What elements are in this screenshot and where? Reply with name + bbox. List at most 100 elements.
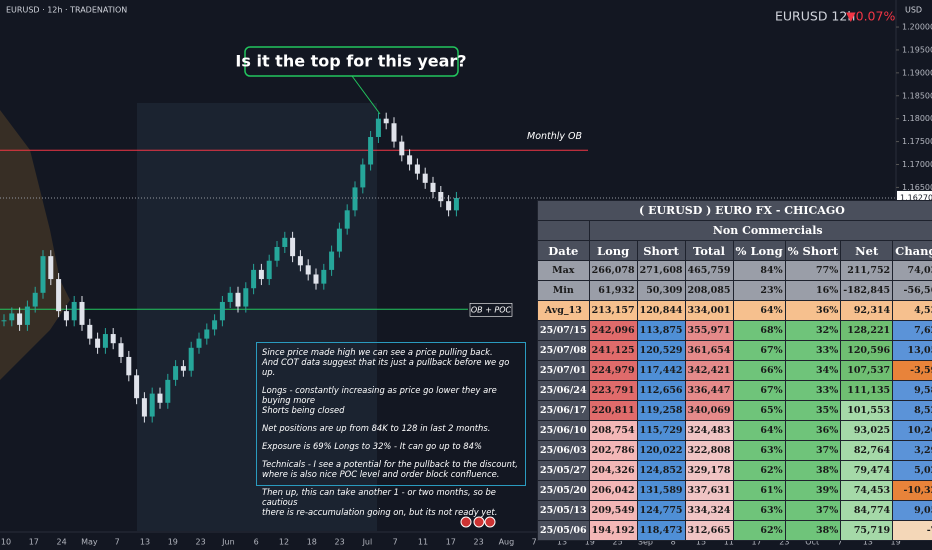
table-cell: 120,844 bbox=[636, 300, 686, 321]
table-cell: 355,971 bbox=[684, 320, 734, 341]
table-cell: 25/06/24 bbox=[537, 380, 590, 401]
candle-body bbox=[9, 313, 15, 321]
note-line: where is also nice POC level and order b… bbox=[262, 469, 500, 479]
table-cell: Date bbox=[537, 240, 590, 261]
table-cell: 342,421 bbox=[684, 360, 734, 381]
candle-body bbox=[56, 279, 62, 312]
x-tick-label: 17 bbox=[29, 538, 39, 547]
x-tick-label: 8 bbox=[671, 538, 676, 547]
candle-body bbox=[149, 393, 155, 417]
table-cell: 131,589 bbox=[636, 480, 686, 501]
table-cell: 84,774 bbox=[840, 500, 894, 521]
table-cell: Short bbox=[636, 240, 686, 261]
x-tick-label: 19 bbox=[168, 538, 178, 547]
candle-body bbox=[79, 301, 85, 325]
table-cell: 74,036 bbox=[892, 260, 932, 281]
table-cell: 33% bbox=[784, 380, 842, 401]
table-cell: 119,258 bbox=[636, 400, 686, 421]
table-row: 25/07/15 242,096 113,875 355,971 68% 32% 128,2… bbox=[537, 320, 932, 341]
callout-pointer bbox=[351, 75, 381, 115]
x-tick-label: 7 bbox=[837, 538, 842, 547]
table-cell: 361,654 bbox=[684, 340, 734, 361]
table-cell: Avg_13 bbox=[537, 300, 590, 321]
change: ▼0.07% bbox=[846, 9, 895, 24]
table-cell: 67% bbox=[732, 340, 786, 361]
table-cell: 25/05/20 bbox=[537, 480, 590, 501]
table-cell: 25/06/03 bbox=[537, 440, 590, 461]
candle-body bbox=[368, 137, 374, 165]
candle-body bbox=[110, 334, 116, 344]
table-cell: 213,157 bbox=[588, 300, 638, 321]
candle-body bbox=[102, 334, 108, 348]
table-cell: Total bbox=[684, 240, 734, 261]
candle-body bbox=[87, 324, 93, 339]
table-cell: 8,528 bbox=[892, 400, 932, 421]
x-tick-label: 6 bbox=[254, 538, 259, 547]
table-row: Max 266,078 271,608 465,759 84% 77% 211,752 74,… bbox=[537, 260, 932, 281]
level-label: OB + POC bbox=[471, 305, 512, 314]
table-cell: 120,529 bbox=[636, 340, 686, 361]
x-tick-label: 13 bbox=[140, 538, 150, 547]
table-cell: 64% bbox=[732, 300, 786, 321]
x-tick-label: 7 bbox=[115, 538, 120, 547]
candle-body bbox=[360, 164, 366, 188]
table-cell: 271,608 bbox=[636, 260, 686, 281]
table-cell: 334,001 bbox=[684, 300, 734, 321]
table-cell: 63% bbox=[732, 500, 786, 521]
table-cell: Net bbox=[840, 240, 894, 261]
table-cell: 118,473 bbox=[636, 520, 686, 541]
candle-body bbox=[188, 347, 194, 371]
table-cell: 208,754 bbox=[588, 420, 638, 441]
table-cell: 75,719 bbox=[840, 520, 894, 541]
table-cell: 209,549 bbox=[588, 500, 638, 521]
note-line: And COT data suggest that its just a pul… bbox=[262, 357, 510, 377]
candle-body bbox=[24, 306, 30, 325]
candle-body bbox=[204, 329, 210, 339]
table-row: ( EURUSD ) EURO FX - CHICAGO bbox=[537, 200, 932, 221]
table-cell: 61,932 bbox=[588, 280, 638, 301]
candle-body bbox=[63, 311, 69, 321]
table-cell: 9,582 bbox=[892, 380, 932, 401]
table-cell: 128,221 bbox=[840, 320, 894, 341]
table-cell: 224,979 bbox=[588, 360, 638, 381]
table-cell: 324,483 bbox=[684, 420, 734, 441]
table-cell: 336,447 bbox=[684, 380, 734, 401]
note-line: Shorts being closed bbox=[262, 405, 345, 415]
y-tick-label: 1.17500 bbox=[902, 137, 932, 146]
candle-body bbox=[422, 173, 428, 183]
x-tick-label: 17 bbox=[752, 538, 762, 547]
candle-body bbox=[243, 288, 249, 307]
x-tick-label: 24 bbox=[57, 538, 67, 547]
table-cell: 194,192 bbox=[588, 520, 638, 541]
x-tick-label: 18 bbox=[307, 538, 317, 547]
candle-body bbox=[399, 141, 405, 156]
table-row: 25/06/17 220,811 119,258 340,069 65% 35% 101,5… bbox=[537, 400, 932, 421]
table-cell: 67% bbox=[732, 380, 786, 401]
candle-body bbox=[118, 343, 124, 357]
table-cell: -3,598 bbox=[892, 360, 932, 381]
table-cell: 334,324 bbox=[684, 500, 734, 521]
candle-body bbox=[290, 237, 296, 257]
table-cell: 25/07/01 bbox=[537, 360, 590, 381]
table-row: 25/06/03 202,786 120,022 322,808 63% 37% 82,76… bbox=[537, 440, 932, 461]
cot-table: ( EURUSD ) EURO FX - CHICAGO Non Commerci… bbox=[537, 200, 932, 541]
candle-body bbox=[95, 338, 101, 348]
table-cell: 5,021 bbox=[892, 460, 932, 481]
x-tick-label: 19 bbox=[891, 538, 901, 547]
x-tick-label: 19 bbox=[585, 538, 595, 547]
table-cell: 206,042 bbox=[588, 480, 638, 501]
x-tick-label: Jun bbox=[221, 538, 235, 547]
table-cell: 65% bbox=[732, 400, 786, 421]
y-tick-label: 1.19000 bbox=[902, 68, 932, 77]
table-cell: 37% bbox=[784, 440, 842, 461]
candle-body bbox=[1, 320, 7, 322]
table-cell: % Long bbox=[732, 240, 786, 261]
level-label: Monthly OB bbox=[527, 131, 582, 142]
table-cell: 39% bbox=[784, 480, 842, 501]
candle-body bbox=[321, 269, 327, 284]
table-cell: 107,537 bbox=[840, 360, 894, 381]
table-cell: 79,474 bbox=[840, 460, 894, 481]
table-cell: 25/05/13 bbox=[537, 500, 590, 521]
